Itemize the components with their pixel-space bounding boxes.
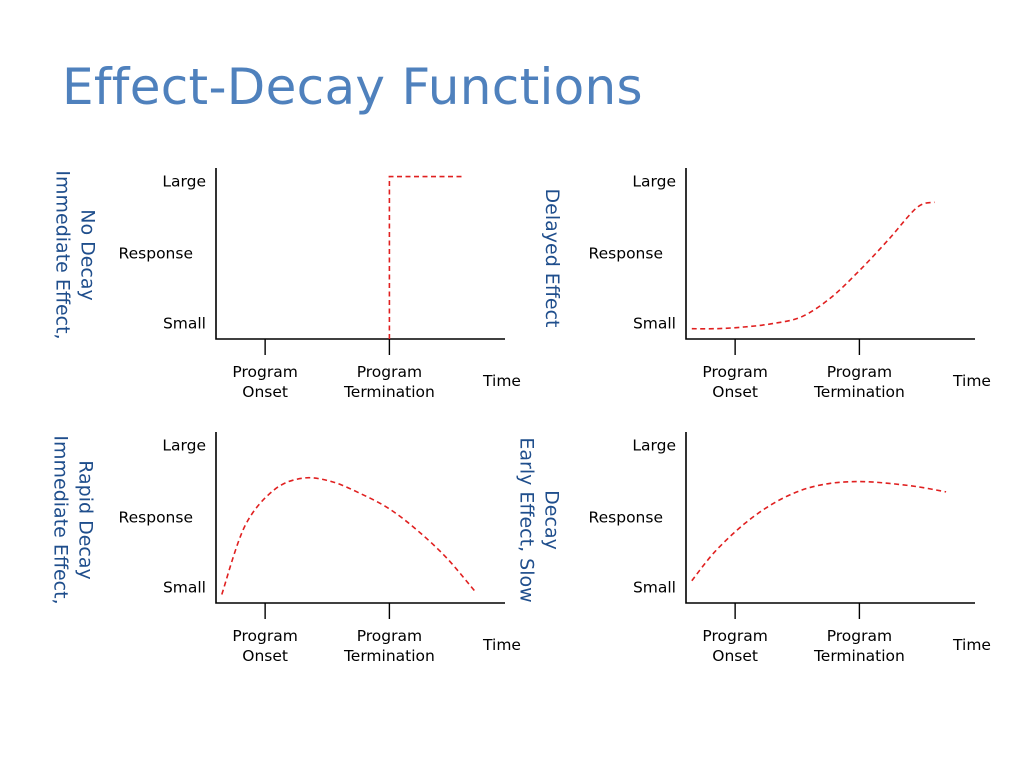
y-tick-label-response: Response: [589, 509, 663, 527]
y-tick-label-small: Small: [163, 315, 206, 333]
x-axis-time-label: Time: [482, 372, 521, 390]
effect-curve-series-1: [221, 476, 477, 595]
y-tick-label-response: Response: [119, 245, 193, 263]
chart-panel-1: Large Response Small Program Onset Program Ter…: [52, 168, 521, 401]
y-tick-label-large: Large: [162, 173, 206, 191]
x-tick-label: Termination: [813, 383, 905, 401]
x-tick-label: Program: [827, 363, 892, 381]
x-tick-label: Program: [232, 627, 297, 645]
y-tick-label-small: Small: [633, 579, 676, 597]
panel-label-line: Immediate Effect,: [50, 435, 72, 604]
y-tick-label-large: Large: [162, 437, 206, 455]
x-axis-time-label: Time: [482, 636, 521, 654]
effect-curve-series-1: [691, 480, 947, 582]
x-tick-label: Program: [357, 627, 422, 645]
x-tick-label: Program: [702, 627, 767, 645]
panel-label: Immediate Effect, No Decay: [52, 170, 99, 339]
panel-label-line: Rapid Decay: [75, 460, 97, 580]
effect-curve-series-1: [691, 201, 935, 330]
x-tick-label: Program: [827, 627, 892, 645]
slide-title: Effect-Decay Functions: [62, 58, 643, 116]
effect-curve-series-1: [388, 175, 465, 339]
y-tick-label-response: Response: [589, 245, 663, 263]
x-tick-label: Program: [702, 363, 767, 381]
panel-label: Early Effect, Slow Decay: [516, 437, 563, 602]
x-tick-label: Program: [357, 363, 422, 381]
panel-label-line: Immediate Effect,: [52, 170, 74, 339]
x-tick-label: Program: [232, 363, 297, 381]
axis-lines: [685, 432, 975, 604]
axis-lines: [215, 432, 505, 604]
y-tick-label-small: Small: [163, 579, 206, 597]
x-tick-label: Termination: [813, 647, 905, 665]
y-tick-label-response: Response: [119, 509, 193, 527]
axis-lines: [685, 168, 975, 340]
x-tick-label: Onset: [242, 647, 288, 665]
x-axis-time-label: Time: [952, 372, 991, 390]
chart-panel-4: Large Response Small Program Onset Program Ter…: [516, 432, 991, 665]
y-tick-label-small: Small: [633, 315, 676, 333]
x-tick-label: Onset: [242, 383, 288, 401]
x-tick-label: Termination: [343, 383, 435, 401]
y-tick-label-large: Large: [632, 437, 676, 455]
panel-label: Immediate Effect, Rapid Decay: [50, 435, 97, 604]
x-axis-time-label: Time: [952, 636, 991, 654]
chart-panel-3: Large Response Small Program Onset Program Ter…: [50, 432, 521, 665]
panel-label-line: No Decay: [77, 209, 99, 301]
axis-lines: [215, 168, 505, 340]
x-tick-label: Termination: [343, 647, 435, 665]
panel-label: Delayed Effect: [541, 189, 563, 328]
panel-label-line: Delayed Effect: [541, 189, 563, 328]
x-tick-label: Onset: [712, 383, 758, 401]
panel-label-line: Early Effect, Slow: [516, 437, 538, 602]
y-tick-label-large: Large: [632, 173, 676, 191]
chart-panel-2: Large Response Small Program Onset Program Ter…: [541, 168, 991, 401]
x-tick-label: Onset: [712, 647, 758, 665]
panel-label-line: Decay: [541, 490, 563, 550]
